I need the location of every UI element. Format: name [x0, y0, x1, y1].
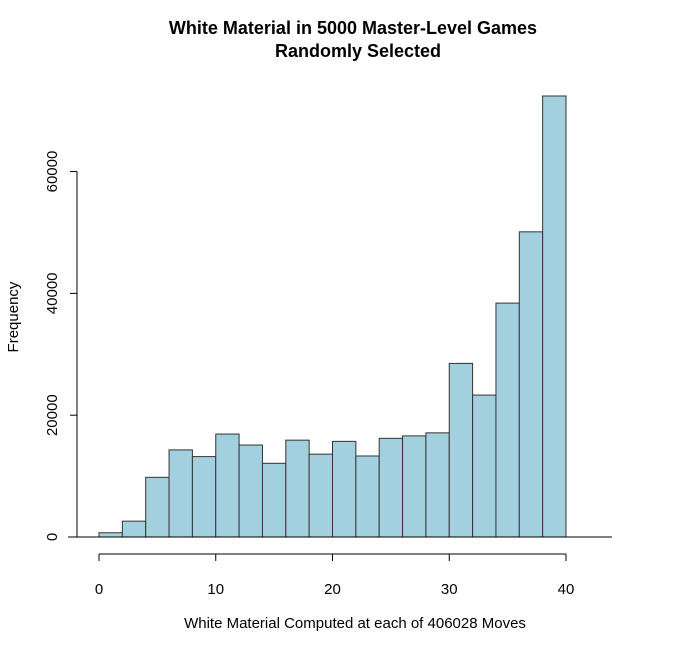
histogram-bar	[355, 455, 380, 538]
histogram-bar	[168, 449, 193, 538]
histogram-bar	[215, 433, 240, 538]
histogram-bar	[98, 532, 123, 538]
histogram-bar	[518, 231, 544, 538]
histogram-bar	[448, 362, 474, 538]
chart-title-line-1: White Material in 5000 Master-Level Game…	[169, 18, 537, 38]
x-axis-label: White Material Computed at each of 40602…	[184, 615, 526, 632]
x-tick-label: 20	[324, 581, 341, 598]
x-tick-label: 0	[95, 581, 103, 598]
x-tick-label: 30	[441, 581, 458, 598]
y-axis: 0 20000 40000 60000	[44, 151, 78, 541]
histogram-bar	[261, 462, 287, 538]
histogram-bar	[145, 476, 170, 538]
histogram-bar	[121, 520, 147, 538]
histogram-bar	[285, 439, 310, 538]
histogram-bar	[191, 456, 217, 538]
histogram-bar	[495, 302, 520, 538]
histogram-bar	[308, 453, 333, 538]
y-axis-label: Frequency	[5, 281, 22, 352]
y-tick-label: 60000	[44, 151, 61, 193]
chart-title-line-2: Randomly Selected	[275, 41, 441, 61]
y-tick-label: 40000	[44, 272, 61, 314]
x-tick-label: 10	[207, 581, 224, 598]
histogram-bar	[402, 435, 427, 538]
histogram-bar	[332, 440, 357, 538]
bars-group	[98, 95, 567, 538]
y-tick-label: 0	[44, 533, 61, 541]
y-tick-label: 20000	[44, 394, 61, 436]
x-tick-label: 40	[558, 581, 575, 598]
x-axis: 0 10 20 30 40	[95, 553, 575, 598]
histogram-bar	[542, 95, 567, 538]
histogram-bar	[238, 444, 263, 538]
histogram-bar	[472, 394, 497, 538]
histogram-bar	[378, 437, 404, 538]
histogram-bar	[425, 432, 450, 538]
